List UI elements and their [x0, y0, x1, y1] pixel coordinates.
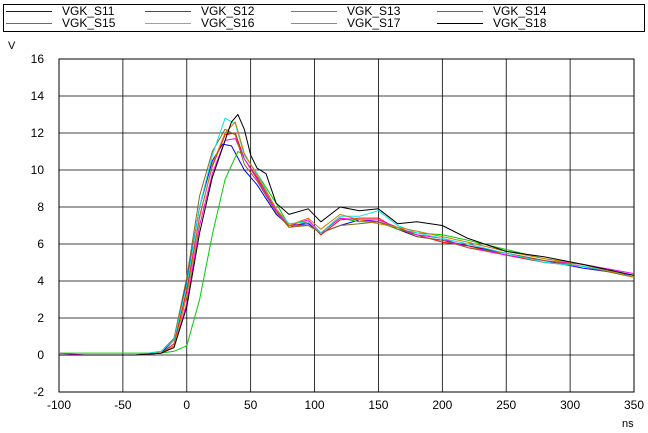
y-tick-label: 8 [37, 200, 44, 214]
y-tick-label: 10 [31, 163, 45, 177]
y-tick-label: 14 [31, 89, 45, 103]
x-tick-label: 250 [496, 398, 516, 412]
series-line-vgk-s11 [59, 144, 634, 355]
plot-frame [59, 59, 634, 392]
series-line-vgk-s16 [59, 118, 634, 355]
series-line-vgk-s14 [59, 139, 634, 355]
x-tick-label: 0 [183, 398, 190, 412]
y-tick-label: 6 [37, 237, 44, 251]
series-line-vgk-s18 [59, 115, 634, 356]
x-tick-label: -50 [114, 398, 132, 412]
y-tick-label: -2 [33, 385, 44, 399]
x-tick-label: -100 [47, 398, 71, 412]
x-tick-label: 350 [624, 398, 644, 412]
y-tick-label: 0 [37, 348, 44, 362]
x-tick-label: 150 [368, 398, 388, 412]
y-tick-label: 16 [31, 52, 45, 66]
y-tick-label: 12 [31, 126, 45, 140]
series-line-vgk-s13 [59, 152, 634, 354]
x-tick-label: 50 [244, 398, 258, 412]
y-axis-unit-label: V [8, 40, 15, 52]
series-line-vgk-s17 [59, 122, 634, 355]
y-tick-label: 2 [37, 311, 44, 325]
x-axis-unit-label: ns [622, 418, 634, 430]
x-tick-label: 200 [432, 398, 452, 412]
y-tick-label: 4 [37, 274, 44, 288]
x-tick-label: 300 [560, 398, 580, 412]
series-line-vgk-s15 [59, 129, 634, 355]
x-tick-label: 100 [305, 398, 325, 412]
